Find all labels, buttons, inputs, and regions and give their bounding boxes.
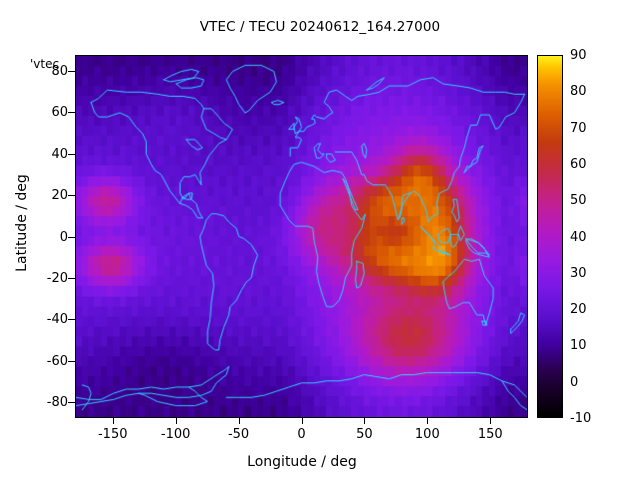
y-tick-label: 80 — [51, 63, 68, 79]
x-tick-label: 0 — [297, 427, 306, 442]
x-tick-mark — [175, 418, 177, 424]
x-tick-mark — [112, 418, 114, 424]
colorbar-gradient — [538, 56, 562, 417]
y-axis-tick-labels: 80 60 40 20 0 -20 -40 -60 -80 — [16, 0, 68, 480]
page-title: VTEC / TECU 20240612_164.27000 — [199, 19, 441, 35]
x-axis-tick-labels: -150 -100 -50 0 50 100 150 — [0, 428, 640, 448]
y-tick-label: -20 — [46, 270, 68, 286]
y-tick-label: 60 — [51, 105, 68, 121]
coastline-overlay — [76, 56, 527, 417]
y-tick-mark — [68, 319, 75, 321]
y-axis-title: Latitude / deg — [14, 174, 30, 272]
colorbar-tick-label: 80 — [570, 84, 587, 100]
y-tick-mark — [68, 277, 75, 279]
y-tick-label: 40 — [51, 146, 68, 162]
x-tick-label: 50 — [356, 427, 373, 442]
y-tick-mark — [68, 195, 75, 196]
x-tick-mark — [427, 418, 429, 424]
x-axis-title: Longitude / deg — [247, 454, 357, 470]
y-tick-label: 0 — [59, 229, 68, 245]
y-tick-label: -40 — [46, 312, 68, 328]
colorbar-tick-label: 20 — [570, 302, 587, 318]
x-tick-label: -50 — [227, 427, 250, 442]
y-tick-mark — [68, 360, 75, 362]
x-tick-label: -150 — [97, 427, 128, 442]
y-tick-mark — [68, 112, 75, 114]
y-tick-mark — [68, 236, 75, 238]
colorbar-tick-label: 70 — [570, 120, 587, 136]
y-tick-label: -60 — [46, 353, 68, 369]
x-tick-mark — [364, 418, 366, 424]
y-tick-label: 20 — [51, 188, 68, 203]
x-tick-label: -100 — [160, 427, 191, 442]
stray-vtec-annotation: 'vtec — [30, 57, 60, 71]
x-tick-mark — [238, 418, 240, 424]
colorbar-tick-label: -10 — [570, 411, 592, 426]
x-tick-mark — [490, 418, 492, 424]
colorbar[interactable] — [537, 55, 563, 418]
colorbar-tick-label: 0 — [570, 374, 579, 390]
x-tick-label: 100 — [414, 427, 440, 442]
y-tick-mark — [68, 153, 75, 155]
y-tick-mark — [68, 70, 75, 72]
colorbar-tick-label: 10 — [570, 338, 587, 354]
colorbar-tick-label: 40 — [570, 229, 587, 245]
colorbar-tick-label: 90 — [570, 48, 587, 63]
colorbar-tick-label: 50 — [570, 193, 587, 209]
x-tick-label: 150 — [477, 427, 503, 442]
y-tick-mark — [68, 402, 75, 404]
y-tick-label: -80 — [46, 395, 68, 411]
x-tick-mark — [301, 418, 303, 424]
colorbar-tick-label: 30 — [570, 265, 587, 281]
colorbar-tick-label: 60 — [570, 156, 587, 172]
map-plot-area[interactable] — [75, 55, 528, 418]
